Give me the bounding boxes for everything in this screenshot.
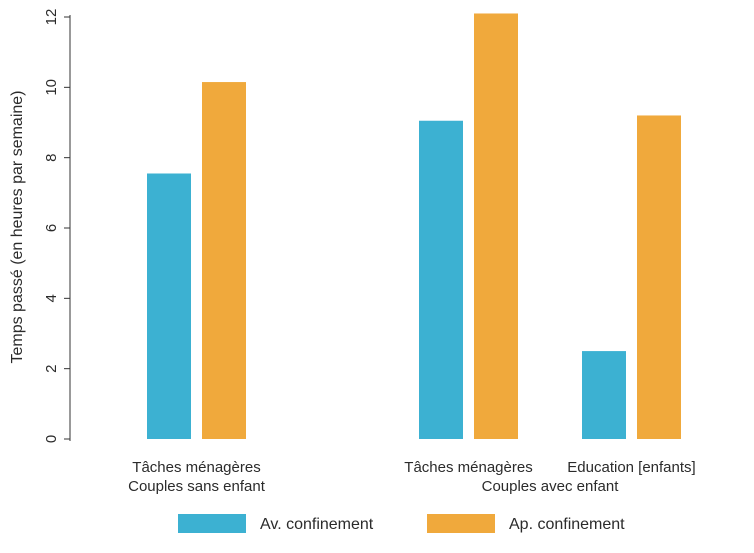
legend: Av. confinement Ap. confinement: [178, 514, 625, 533]
y-axis: 0 2 4 6 8 10 12: [43, 9, 71, 443]
y-tick-label: 4: [43, 294, 60, 302]
y-tick-label: 10: [43, 79, 60, 96]
y-tick-label: 12: [43, 9, 60, 26]
legend-label: Av. confinement: [260, 516, 374, 533]
legend-swatch: [178, 514, 246, 533]
category-label: Tâches ménagères: [404, 459, 532, 476]
y-tick-label: 2: [43, 364, 60, 372]
bar-ap-confinement: [637, 115, 681, 439]
category-labels: Tâches ménagères Tâches ménagères Educatio…: [128, 459, 696, 495]
bars: [147, 13, 681, 439]
y-axis-title: Temps passé (en heures par semaine): [9, 90, 26, 363]
category-label: Education [enfants]: [567, 459, 695, 476]
bar-av-confinement: [419, 120, 463, 439]
y-tick-label: 0: [43, 435, 60, 443]
bar-ap-confinement: [474, 13, 518, 439]
y-tick-label: 8: [43, 153, 60, 161]
legend-swatch: [427, 514, 495, 533]
group-label: Couples avec enfant: [482, 478, 620, 495]
group-label: Couples sans enfant: [128, 478, 266, 495]
bar-av-confinement: [582, 351, 626, 439]
y-tick-label: 6: [43, 224, 60, 232]
bar-ap-confinement: [202, 82, 246, 439]
bar-av-confinement: [147, 173, 191, 439]
category-label: Tâches ménagères: [132, 459, 260, 476]
legend-label: Ap. confinement: [509, 516, 625, 533]
